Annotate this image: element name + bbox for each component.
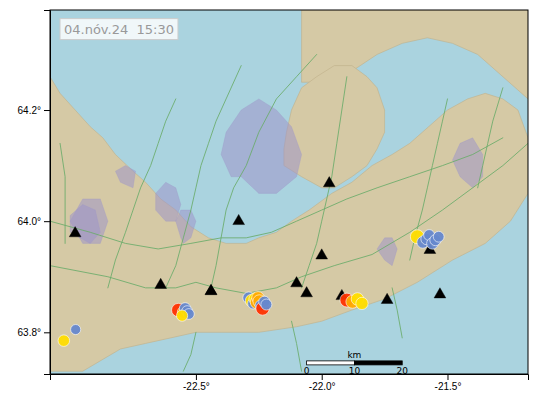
volcano: [434, 288, 446, 298]
timestamp-text: 04.nóv.24 15:30: [64, 22, 174, 37]
tick-mark: [447, 374, 448, 380]
tick-label: -22.5°: [183, 381, 210, 392]
land: [284, 66, 385, 188]
road: [183, 332, 196, 371]
road: [292, 321, 302, 371]
earthquake: [356, 297, 368, 309]
volcano: [205, 284, 217, 294]
y-axis: 63.8° 64.0° 64.2°: [18, 11, 51, 375]
road: [211, 54, 317, 287]
map-layer: [50, 10, 528, 371]
scale-bar-label: 0: [304, 366, 310, 376]
tick-label: -22.0°: [309, 381, 336, 392]
earthquake: [433, 231, 444, 242]
lava-area: [156, 182, 181, 221]
tick: 63.8°: [18, 327, 50, 338]
volcano: [381, 293, 393, 303]
lava-area: [70, 205, 100, 244]
road: [108, 99, 176, 288]
volcano: [323, 177, 335, 187]
volcano: [316, 249, 328, 259]
volcanoes: [69, 177, 446, 304]
lava-area: [70, 199, 108, 243]
earthquake: [58, 335, 70, 347]
tick-label: 64.2°: [18, 105, 41, 116]
timestamp: 04.nóv.24 15:30: [60, 19, 178, 40]
tick-mark: [44, 110, 50, 111]
volcano: [301, 287, 313, 297]
tick-mark: [44, 221, 50, 222]
tick: 64.0°: [18, 216, 50, 227]
tick: -22.5°: [183, 374, 210, 392]
scale-bar-right: [354, 361, 402, 365]
lava-area: [221, 99, 302, 193]
road: [410, 99, 448, 260]
volcano: [205, 284, 217, 294]
x-axis: -22.5° -22.0° -21.5°: [51, 374, 529, 392]
water: [50, 10, 528, 374]
volcano: [291, 277, 303, 287]
road: [478, 88, 503, 188]
tick: 64.2°: [18, 105, 50, 116]
tick-label: 63.8°: [18, 327, 41, 338]
scale-bar-label: 20: [396, 366, 408, 376]
lava-area: [115, 166, 135, 188]
chart: -22.5° -22.0° -21.5° 63.8° 64.0° 64.2° 0 10 20 km…: [0, 0, 540, 400]
scale-bar-label: 10: [349, 366, 361, 376]
scale-bar-left: [307, 361, 355, 365]
tick: -22.0°: [309, 374, 336, 392]
volcano: [233, 214, 245, 224]
tick: -21.5°: [435, 374, 462, 392]
road: [392, 288, 402, 338]
tick-label: 64.0°: [18, 216, 41, 227]
road: [302, 77, 347, 288]
volcano: [69, 227, 81, 237]
earthquake: [261, 299, 272, 310]
plot-frame: [50, 10, 528, 374]
timestamp-box: [60, 19, 178, 40]
tick-label: -21.5°: [435, 381, 462, 392]
road: [50, 143, 528, 293]
earthquakes: [58, 230, 444, 347]
road: [166, 66, 241, 288]
axis-line: [51, 375, 529, 381]
scale-bar-unit: km: [347, 350, 361, 360]
volcano: [155, 278, 167, 288]
tick-mark: [322, 374, 323, 380]
scale-bar-labels: 0 10 20 km: [304, 350, 408, 376]
earthquake: [71, 325, 81, 335]
plot: -22.5° -22.0° -21.5° 63.8° 64.0° 64.2° 0 10 20 km…: [18, 10, 529, 392]
lava-area: [453, 138, 483, 188]
tick-mark: [196, 374, 197, 380]
earthquake: [176, 310, 187, 321]
tick-mark: [44, 332, 50, 333]
road: [60, 143, 65, 243]
scale-bar: [307, 361, 403, 365]
